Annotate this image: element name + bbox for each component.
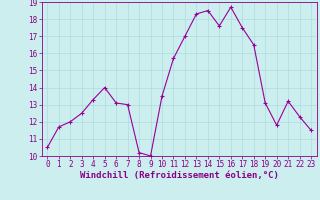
X-axis label: Windchill (Refroidissement éolien,°C): Windchill (Refroidissement éolien,°C)	[80, 171, 279, 180]
